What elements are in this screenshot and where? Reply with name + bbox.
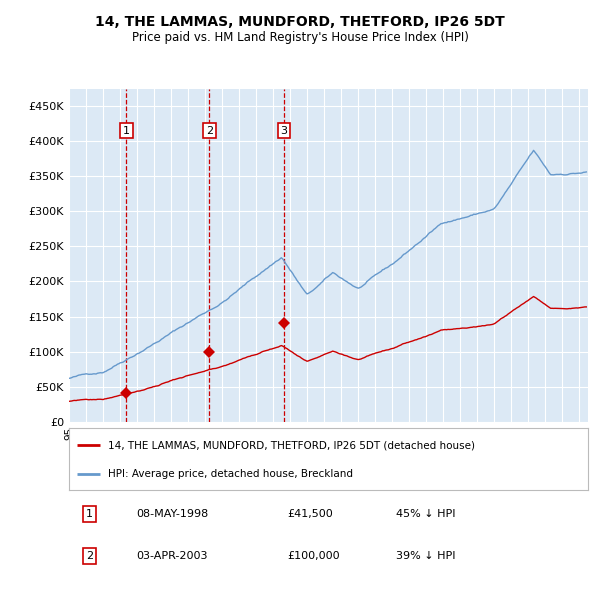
Text: 08-MAY-1998: 08-MAY-1998 — [136, 509, 209, 519]
Text: £41,500: £41,500 — [287, 509, 333, 519]
Text: Price paid vs. HM Land Registry's House Price Index (HPI): Price paid vs. HM Land Registry's House … — [131, 31, 469, 44]
Text: 3: 3 — [280, 126, 287, 136]
Text: 39% ↓ HPI: 39% ↓ HPI — [396, 552, 455, 561]
Text: 03-APR-2003: 03-APR-2003 — [136, 552, 208, 561]
Text: HPI: Average price, detached house, Breckland: HPI: Average price, detached house, Brec… — [108, 469, 353, 479]
Text: 1: 1 — [86, 509, 93, 519]
Text: 1: 1 — [123, 126, 130, 136]
Text: £100,000: £100,000 — [287, 552, 340, 561]
Text: 45% ↓ HPI: 45% ↓ HPI — [396, 509, 455, 519]
Text: 14, THE LAMMAS, MUNDFORD, THETFORD, IP26 5DT (detached house): 14, THE LAMMAS, MUNDFORD, THETFORD, IP26… — [108, 440, 475, 450]
Text: 14, THE LAMMAS, MUNDFORD, THETFORD, IP26 5DT: 14, THE LAMMAS, MUNDFORD, THETFORD, IP26… — [95, 15, 505, 29]
Text: 2: 2 — [206, 126, 213, 136]
Text: 2: 2 — [86, 552, 94, 561]
